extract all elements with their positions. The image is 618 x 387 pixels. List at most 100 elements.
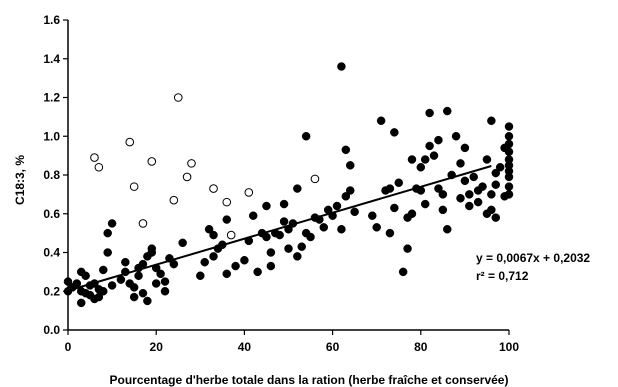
y-tick-label: 1.0 (43, 129, 60, 143)
filled-data-point (390, 128, 399, 137)
open-data-point (173, 93, 183, 102)
filled-data-point (429, 151, 439, 160)
filled-data-point (156, 269, 165, 279)
filled-data-point (209, 230, 218, 240)
filled-data-point (425, 108, 434, 118)
x-tick-label: 0 (65, 340, 72, 354)
filled-data-point (438, 205, 448, 215)
filled-data-point (438, 190, 448, 199)
filled-data-point (147, 244, 157, 253)
filled-data-point (90, 279, 99, 288)
filled-data-point (169, 259, 179, 269)
open-data-point (90, 153, 99, 162)
regression-equation: y = 0,0067x + 0,2032 (476, 251, 590, 265)
filled-data-point (460, 176, 470, 186)
filled-data-point (81, 271, 90, 280)
filled-data-point (72, 279, 82, 288)
open-data-point (187, 159, 196, 168)
filled-data-point (345, 161, 355, 170)
filled-data-point (504, 147, 514, 156)
filled-data-point (160, 277, 170, 286)
y-axis: 0.0 0.2 0.4 0.6 0.8 1.0 1.2 1.4 1.6 (43, 13, 69, 337)
filled-data-point (385, 228, 395, 238)
filled-data-point (266, 248, 276, 257)
filled-data-point (222, 215, 232, 224)
filled-data-point (107, 219, 117, 228)
filled-data-point (160, 287, 170, 296)
filled-data-point (491, 213, 501, 222)
filled-data-point (465, 201, 474, 211)
filled-data-point (403, 244, 412, 253)
filled-data-point (447, 170, 456, 180)
filled-data-point (200, 257, 209, 267)
filled-data-point (487, 116, 496, 125)
filled-data-point (416, 186, 426, 195)
open-data-point (138, 219, 148, 228)
filled-data-point (478, 182, 487, 191)
filled-data-point (275, 230, 284, 240)
filled-data-point (504, 132, 514, 141)
open-data-point (222, 197, 232, 207)
filled-data-point (495, 163, 505, 172)
filled-data-point (504, 182, 514, 191)
filled-data-point (390, 203, 399, 213)
filled-data-point (504, 122, 514, 131)
filled-data-point (398, 267, 408, 277)
filled-data-point (319, 223, 329, 232)
r-squared-label: r² = 0,712 (476, 269, 529, 283)
filled-data-point (284, 225, 293, 234)
open-data-point (182, 172, 192, 182)
filled-data-point (460, 143, 470, 153)
filled-data-point (420, 199, 430, 209)
y-tick-label: 0.4 (43, 246, 60, 260)
y-tick-label: 0.2 (43, 284, 60, 298)
filled-data-point (293, 184, 302, 193)
filled-data-point (487, 205, 496, 215)
y-tick-label: 1.2 (43, 91, 60, 105)
filled-data-point (138, 259, 148, 269)
filled-data-point (262, 232, 271, 242)
filled-data-point (121, 267, 130, 277)
filled-data-point (103, 248, 112, 257)
filled-data-point (345, 186, 355, 195)
filled-data-point (451, 132, 461, 141)
filled-data-point (107, 281, 117, 290)
filled-data-point (178, 238, 187, 248)
filled-data-point (165, 254, 174, 263)
filled-data-point (434, 135, 443, 145)
data-points (63, 62, 514, 308)
filled-data-point (376, 116, 386, 125)
filled-data-point (487, 190, 496, 199)
filled-data-point (244, 236, 254, 246)
open-data-point (244, 188, 254, 197)
filled-data-point (482, 155, 492, 164)
filled-data-point (204, 225, 214, 234)
filled-data-point (196, 271, 205, 280)
filled-data-point (473, 197, 483, 207)
filled-data-point (504, 172, 514, 182)
filled-data-point (103, 228, 112, 238)
y-axis-title: C18:3, % (13, 155, 27, 205)
x-tick-label: 80 (414, 340, 428, 354)
y-tick-label: 0.8 (43, 168, 60, 182)
filled-data-point (151, 263, 161, 273)
filled-data-point (315, 215, 324, 224)
filled-data-point (425, 141, 434, 151)
y-tick-label: 0.6 (43, 207, 60, 221)
filled-data-point (337, 62, 346, 71)
x-axis-title: Pourcentage d'herbe totale dans la ratio… (110, 373, 509, 387)
open-data-point (209, 184, 218, 193)
filled-data-point (134, 271, 143, 280)
filled-data-point (63, 277, 73, 286)
filled-data-point (116, 275, 126, 284)
filled-data-point (253, 267, 262, 277)
filled-data-point (407, 209, 417, 218)
filled-data-point (491, 180, 501, 189)
open-data-point (129, 182, 139, 191)
filled-data-point (456, 159, 465, 168)
filled-data-point (266, 261, 276, 271)
filled-data-point (332, 201, 342, 211)
filled-data-point (350, 207, 359, 217)
filled-data-point (279, 217, 289, 226)
y-tick-label: 0.0 (43, 323, 60, 337)
